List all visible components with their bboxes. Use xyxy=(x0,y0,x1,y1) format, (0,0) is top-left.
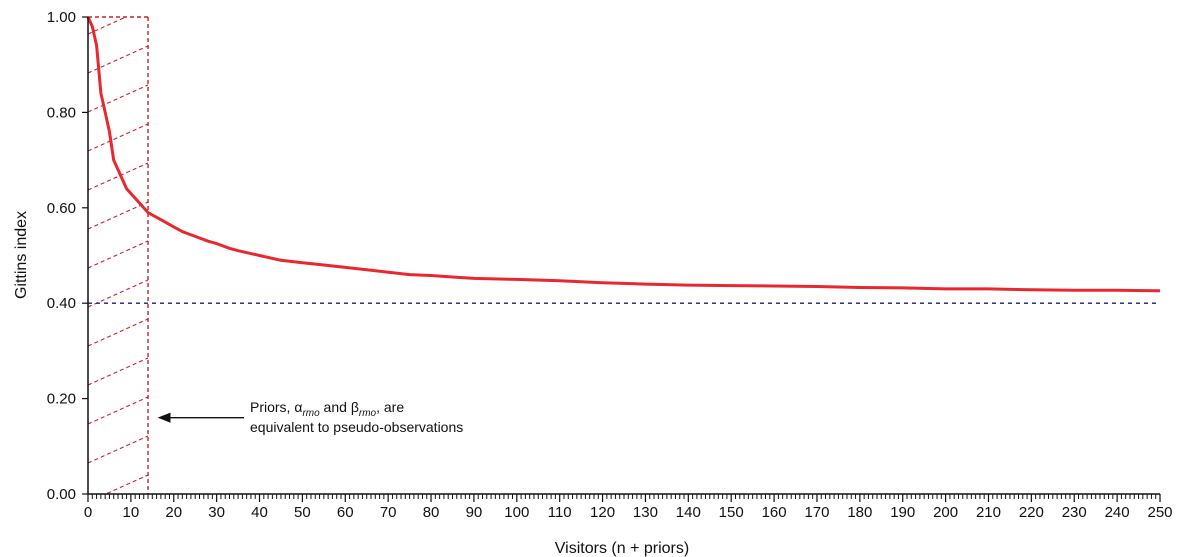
series-group xyxy=(86,16,1161,293)
hatch-line xyxy=(88,279,149,308)
hatch-line xyxy=(88,240,149,269)
x-tick-label: 160 xyxy=(762,504,787,521)
hatch-line xyxy=(88,318,149,347)
series-line-1 xyxy=(86,16,1161,293)
y-tick-label: 1.00 xyxy=(47,9,76,26)
x-tick-label: 150 xyxy=(719,504,744,521)
hatch-line xyxy=(88,162,149,191)
x-tick-label: 30 xyxy=(208,504,225,521)
x-tick-label: 90 xyxy=(466,504,483,521)
x-tick-label: 240 xyxy=(1105,504,1130,521)
hatch-line xyxy=(88,553,148,557)
y-tick-label: 0.20 xyxy=(47,391,76,408)
y-tick-label: 0.00 xyxy=(47,486,76,503)
annotation-line-1: Priors, αrmo and βrmo, are xyxy=(250,399,404,419)
x-tick-label: 60 xyxy=(337,504,354,521)
y-axis-title: Gittins index xyxy=(13,211,30,299)
x-tick-label: 80 xyxy=(423,504,440,521)
x-axis-ticks: 0 10 20 30 40 50 60 70 80 90 100 110 120 130 140 150 160… xyxy=(84,494,1173,521)
x-tick-label: 100 xyxy=(504,504,529,521)
x-tick-label: 110 xyxy=(548,504,572,521)
x-tick-label: 0 xyxy=(84,504,92,521)
x-tick-label: 210 xyxy=(976,504,1001,521)
x-tick-label: 20 xyxy=(165,504,182,521)
axes xyxy=(87,17,1160,495)
x-tick-label: 40 xyxy=(251,504,268,521)
x-tick-label: 220 xyxy=(1019,504,1044,521)
priors-annotation: Priors, αrmo and βrmo, are equivalent to… xyxy=(157,399,463,435)
x-tick-label: 130 xyxy=(633,504,658,521)
x-tick-label: 10 xyxy=(123,504,140,521)
hatch-line xyxy=(88,396,149,425)
hatch-line xyxy=(88,201,149,230)
x-tick-label: 190 xyxy=(890,504,915,521)
x-tick-label: 70 xyxy=(380,504,397,521)
hatch-line xyxy=(88,357,149,386)
y-tick-label: 0.80 xyxy=(47,104,76,121)
prior-hatching xyxy=(88,17,149,557)
hatch-line xyxy=(88,17,128,35)
x-tick-label: 50 xyxy=(294,504,311,521)
x-tick-label: 230 xyxy=(1062,504,1087,521)
hatch-line xyxy=(88,435,149,464)
annotation-line-2: equivalent to pseudo-observations xyxy=(250,419,463,435)
x-tick-label: 120 xyxy=(590,504,615,521)
x-axis-title: Visitors (n + priors) xyxy=(555,540,689,557)
x-tick-label: 140 xyxy=(676,504,701,521)
x-tick-label: 200 xyxy=(933,504,958,521)
prior-region xyxy=(88,16,149,557)
y-tick-label: 0.40 xyxy=(47,295,76,312)
y-tick-label: 0.60 xyxy=(47,200,76,217)
y-axis-ticks: 0.00 0.20 0.40 0.60 0.80 1.00 xyxy=(47,9,88,503)
hatch-line xyxy=(88,123,149,152)
x-tick-label: 170 xyxy=(804,504,829,521)
x-tick-label: 250 xyxy=(1147,504,1172,521)
hatch-line xyxy=(88,84,149,113)
x-tick-label: 180 xyxy=(847,504,872,521)
